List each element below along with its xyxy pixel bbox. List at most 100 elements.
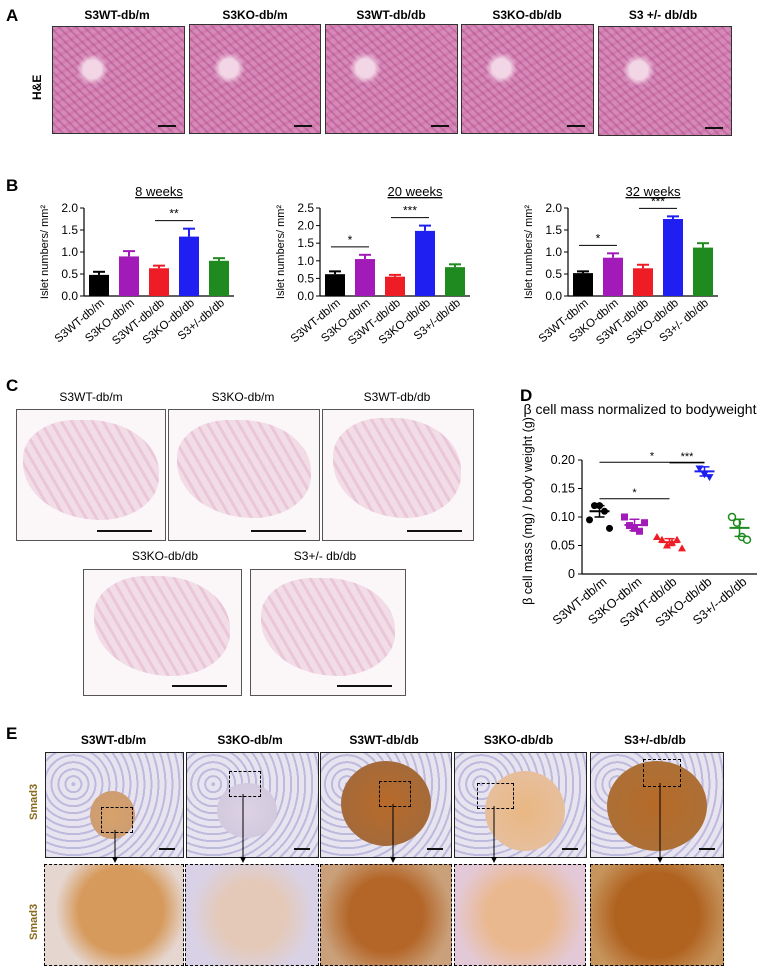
bar	[693, 247, 713, 296]
panel-letter-e: E	[6, 724, 18, 743]
smad3-row-label: Smad3	[28, 903, 40, 940]
significance-label: ***	[681, 451, 695, 463]
panel-a-col-label: S3KO-db/db	[492, 8, 562, 22]
section-image-s3het-dbdb	[250, 569, 406, 696]
y-tick-label: 0.15	[551, 482, 575, 496]
y-tick-label: 1.5	[297, 236, 314, 250]
he-image-s3ko-dbm	[189, 24, 321, 134]
he-image-s3wt-dbdb	[325, 24, 458, 134]
panel-c-label: S3KO-db/db	[131, 549, 199, 563]
panel-a-col-label: S3 +/- db/db	[628, 8, 698, 22]
panel-e-col-label: S3WT-db/db	[349, 733, 419, 747]
panel-letter-d: D	[520, 386, 533, 405]
panel-e-col-label: S3KO-db/m	[217, 733, 283, 747]
y-axis-label: Islet numbers/ mm²	[39, 205, 51, 299]
y-axis-label: Islet numbers/ mm²	[523, 205, 535, 299]
data-point	[641, 519, 648, 527]
significance-label: *	[596, 231, 601, 245]
data-point	[586, 516, 593, 524]
panel-letter-b: B	[6, 176, 19, 195]
section-image-s3wt-dbm	[16, 409, 166, 541]
y-tick-label: 0.5	[61, 267, 78, 281]
panel-letter-c: C	[6, 376, 19, 395]
y-tick-label: 0.0	[297, 289, 314, 303]
panel-c-label: S3+/- db/db	[293, 549, 357, 563]
significance-label: ***	[651, 194, 665, 208]
zoom-image-s3wt-dbdb	[320, 864, 452, 966]
scatter-chart-beta-cell-mass: β cell mass normalized to bodyweight 0 0.0…	[521, 401, 757, 630]
bar	[179, 236, 199, 296]
he-image-s3ko-dbdb	[461, 24, 594, 134]
bar	[119, 256, 139, 296]
bar-chart-32-weeks: 32 weeks 0.0 0.5 1.0 1.5 2.0 Islet numbers/ mm…	[523, 184, 718, 347]
bar	[89, 274, 109, 296]
y-tick-label: 1.0	[61, 245, 78, 259]
y-tick-label: 0.20	[551, 453, 575, 467]
data-point	[673, 535, 681, 543]
data-point	[705, 474, 714, 482]
y-tick-label: 1.5	[545, 223, 562, 237]
he-image-s3wt-dbm	[52, 26, 185, 134]
section-image-s3ko-dbm	[168, 409, 320, 541]
data-point	[742, 535, 752, 545]
section-image-s3ko-dbdb	[83, 569, 242, 696]
chart-title: 32 weeks	[626, 184, 681, 199]
y-tick-label: 0.05	[551, 539, 575, 553]
y-tick-label: 2.0	[545, 201, 562, 215]
data-point	[658, 535, 666, 543]
ihc-image-s3ko-dbm	[186, 752, 319, 858]
data-point	[621, 513, 628, 521]
y-tick-label: 0.0	[61, 289, 78, 303]
y-tick-label: 2.0	[297, 219, 314, 233]
y-axis-label: β cell mass (mg) / body weight (g)	[521, 417, 535, 605]
chart-title: 8 weeks	[135, 184, 183, 199]
zoom-image-s3ko-dbdb	[454, 864, 586, 966]
zoom-image-s3wt-dbm	[44, 864, 184, 966]
panel-c-label: S3WT-db/db	[363, 390, 431, 404]
he-row-label: H&E	[30, 74, 44, 100]
he-image-s3het-dbdb	[598, 26, 732, 136]
panel-e-col-label: S3KO-db/db	[483, 733, 554, 747]
bar	[325, 274, 345, 296]
panel-a-col-label: S3KO-db/m	[222, 8, 288, 22]
data-point	[653, 532, 661, 540]
bar	[663, 219, 683, 296]
panel-c-label: S3WT-db/m	[59, 390, 123, 404]
bar	[415, 230, 435, 296]
significance-label: *	[632, 487, 637, 499]
bar	[149, 268, 169, 296]
ihc-image-s3het-dbdb	[590, 752, 724, 858]
y-tick-label: 0	[568, 567, 575, 581]
bar	[603, 257, 623, 296]
bar-chart-8-weeks: 8 weeks 0.0 0.5 1.0 1.5 2.0 Islet numbers/ mm²…	[39, 184, 234, 347]
panel-letter-a: A	[6, 6, 19, 25]
bar	[445, 267, 465, 296]
data-point	[606, 524, 613, 532]
zoom-connector-arrows	[112, 783, 663, 863]
y-tick-label: 1.5	[61, 223, 78, 237]
y-tick-label: 0.10	[551, 510, 575, 524]
significance-label: ***	[403, 204, 417, 218]
data-point	[678, 544, 686, 552]
section-image-s3wt-dbdb	[322, 409, 474, 541]
bar	[355, 259, 375, 296]
data-point	[727, 512, 737, 522]
y-tick-label: 0.0	[545, 289, 562, 303]
y-axis-label: Islet numbers/ mm²	[275, 205, 287, 299]
significance-label: **	[169, 207, 179, 221]
bar	[385, 276, 405, 296]
chart-title: β cell mass normalized to bodyweight	[524, 401, 757, 417]
panel-e-col-label: S3WT-db/m	[80, 733, 147, 747]
y-tick-label: 0.5	[297, 271, 314, 285]
panel-e-col-label: S3+/-db/db	[624, 733, 686, 747]
significance-label: *	[348, 233, 353, 247]
y-tick-label: 1.0	[297, 254, 314, 268]
panel-a-col-label: S3WT-db/m	[84, 8, 150, 22]
ihc-image-s3wt-dbdb	[320, 752, 452, 858]
bar-chart-20-weeks: 20 weeks 0.0 0.5 1.0 1.5 2.0 2.5 Islet numbers/…	[275, 184, 470, 347]
y-tick-label: 2.0	[61, 201, 78, 215]
bar	[633, 268, 653, 296]
chart-title: 20 weeks	[388, 184, 443, 199]
significance-label: *	[650, 450, 655, 462]
zoom-image-s3ko-dbm	[185, 864, 319, 966]
